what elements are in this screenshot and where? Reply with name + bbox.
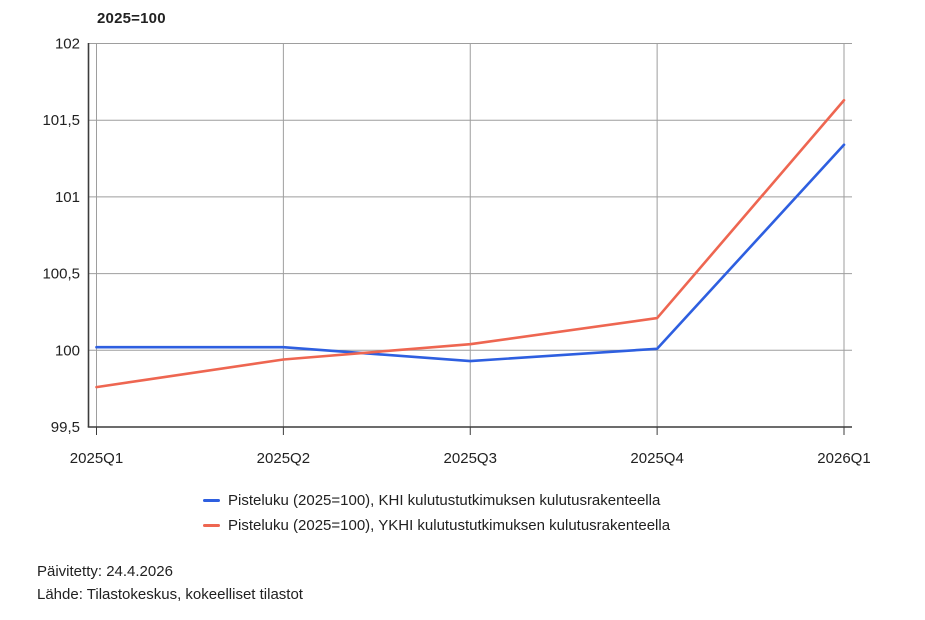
updated-text: Päivitetty: 24.4.2026 [37, 563, 173, 580]
y-axis-tick-label: 101 [55, 189, 80, 206]
legend-item-ykhi[interactable]: Pisteluku (2025=100), YKHI kulutustutkim… [203, 514, 670, 537]
chart-unit-label: 2025=100 [97, 10, 166, 27]
legend-item-khi[interactable]: Pisteluku (2025=100), KHI kulutustutkimu… [203, 489, 670, 512]
y-axis-tick-label: 102 [55, 36, 80, 53]
y-axis-tick-label: 101,5 [42, 112, 80, 129]
series-line-ykhi [95, 98, 846, 389]
x-axis-tick-label: 2025Q3 [444, 450, 497, 467]
y-axis-tick-label: 99,5 [51, 419, 80, 436]
legend-label: Pisteluku (2025=100), YKHI kulutustutkim… [228, 517, 671, 534]
series-line-khi [95, 143, 846, 363]
source-text: Lähde: Tilastokeskus, kokeelliset tilast… [37, 586, 303, 603]
y-axis-tick-label: 100 [55, 342, 80, 359]
legend-label: Pisteluku (2025=100), KHI kulutustutkimu… [228, 492, 661, 509]
chart-footer: Päivitetty: 24.4.2026 Lähde: Tilastokesk… [37, 560, 303, 606]
x-axis-tick-label: 2025Q2 [257, 450, 310, 467]
legend-line-marker [203, 524, 220, 527]
x-axis-tick-label: 2026Q1 [817, 450, 870, 467]
x-axis-tick-label: 2025Q4 [630, 450, 683, 467]
legend-line-marker [203, 499, 220, 502]
y-axis-tick-label: 100,5 [42, 266, 80, 283]
chart-legend: Pisteluku (2025=100), KHI kulutustutkimu… [203, 489, 670, 537]
x-axis-tick-label: 2025Q1 [70, 450, 123, 467]
line-chart: 99,5 100 100,5 101 101,5 102 2025Q1 2025Q2 2025Q… [42, 36, 870, 468]
